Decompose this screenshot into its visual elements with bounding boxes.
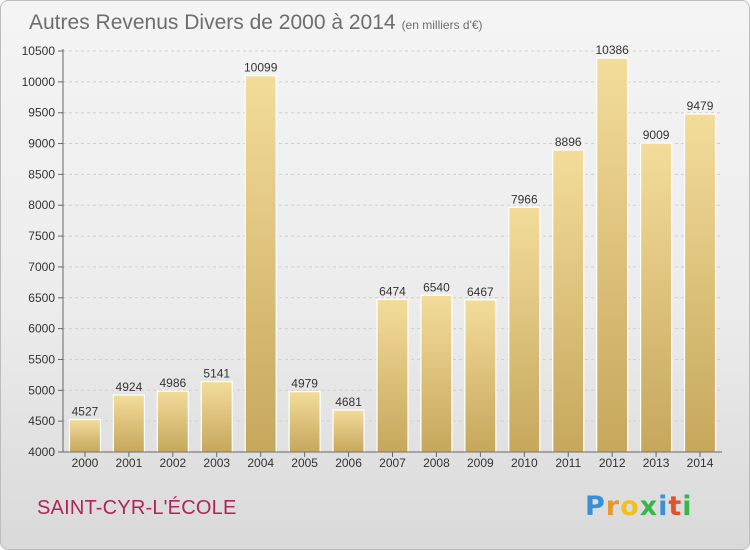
y-tick-label-6500: 6500 (28, 291, 55, 305)
bar-2009 (464, 299, 497, 453)
bar-2005 (288, 391, 321, 453)
bar-2006 (332, 409, 365, 453)
y-tick-label-10000: 10000 (22, 75, 56, 89)
value-label-2013: 9009 (643, 128, 670, 142)
x-tick-label-2001: 2001 (116, 456, 143, 470)
y-tick-label-9500: 9500 (28, 106, 55, 120)
bar-2001 (112, 394, 146, 453)
x-tick-label-2010: 2010 (511, 456, 538, 470)
x-tick-label-2004: 2004 (247, 456, 274, 470)
x-tick-label-2009: 2009 (467, 456, 494, 470)
x-tick-label-2003: 2003 (203, 456, 230, 470)
x-tick-label-2014: 2014 (687, 456, 714, 470)
value-label-2000: 4527 (72, 404, 99, 418)
y-tick-label-5500: 5500 (28, 352, 55, 366)
x-tick-label-2013: 2013 (643, 456, 670, 470)
y-tick-label-7000: 7000 (28, 260, 55, 274)
bar-2014 (683, 113, 717, 453)
bar-2010 (508, 206, 541, 453)
brand-letter: x (639, 491, 659, 522)
x-tick-label-2012: 2012 (599, 456, 626, 470)
bar-2003 (200, 381, 233, 453)
value-label-2006: 4681 (335, 395, 362, 409)
value-label-2007: 6474 (379, 284, 406, 298)
value-label-2014: 9479 (687, 99, 714, 113)
title-unit: (en milliers d'€) (401, 18, 483, 32)
x-tick-label-2005: 2005 (291, 456, 318, 470)
value-label-2002: 4986 (159, 376, 186, 390)
x-tick-label-2011: 2011 (555, 456, 581, 470)
chart-title: Autres Revenus Divers de 2000 à 2014 (en … (29, 11, 483, 35)
bar-2008 (420, 294, 453, 453)
value-label-2009: 6467 (467, 285, 494, 299)
x-tick-label-2002: 2002 (159, 456, 186, 470)
proxiti-logo: Proxiti (585, 491, 693, 522)
y-tick-label-4000: 4000 (28, 445, 55, 459)
brand-letter: t (668, 491, 683, 522)
bar-2012 (596, 57, 629, 453)
value-label-2012: 10386 (595, 43, 629, 57)
y-tick-label-6000: 6000 (28, 322, 55, 336)
x-tick-label-2007: 2007 (379, 456, 406, 470)
y-tick-label-8000: 8000 (28, 198, 55, 212)
bar-2004 (244, 75, 277, 453)
value-label-2005: 4979 (291, 377, 318, 391)
bar-2000 (68, 418, 102, 453)
x-tick-label-2000: 2000 (72, 456, 99, 470)
y-tick-label-10500: 10500 (22, 44, 56, 58)
bar-2013 (639, 142, 673, 453)
brand-letter: o (620, 491, 640, 522)
value-label-2010: 7966 (511, 192, 538, 206)
y-tick-label-9000: 9000 (28, 137, 55, 151)
x-tick-label-2008: 2008 (423, 456, 450, 470)
title-text: Autres Revenus Divers de 2000 à 2014 (29, 11, 396, 34)
commune-name: SAINT-CYR-L'ÉCOLE (37, 497, 237, 519)
bar-2011 (552, 149, 585, 453)
brand-letter: i (658, 491, 669, 522)
brand-letter: r (605, 491, 621, 522)
y-tick-label-5000: 5000 (28, 383, 55, 397)
value-label-2008: 6540 (423, 280, 450, 294)
brand-letter: i (682, 491, 693, 522)
value-label-2001: 4924 (116, 380, 143, 394)
bar-2002 (156, 390, 189, 453)
value-labels: 4527 4924 4986 5141 10099 4979 4681 6474 6540 646… (72, 43, 714, 418)
y-tick-label-8500: 8500 (28, 167, 55, 181)
axes: 4000 4500 5000 5500 6000 6500 7000 7500 8000 8500… (22, 44, 722, 470)
bars (68, 57, 717, 453)
bar-2007 (376, 298, 409, 453)
brand-letter: P (585, 491, 606, 522)
value-label-2011: 8896 (555, 135, 582, 149)
y-tick-label-7500: 7500 (28, 229, 55, 243)
value-label-2003: 5141 (203, 367, 230, 381)
value-label-2004: 10099 (244, 61, 278, 75)
x-tick-label-2006: 2006 (335, 456, 362, 470)
y-tick-label-4500: 4500 (28, 414, 55, 428)
